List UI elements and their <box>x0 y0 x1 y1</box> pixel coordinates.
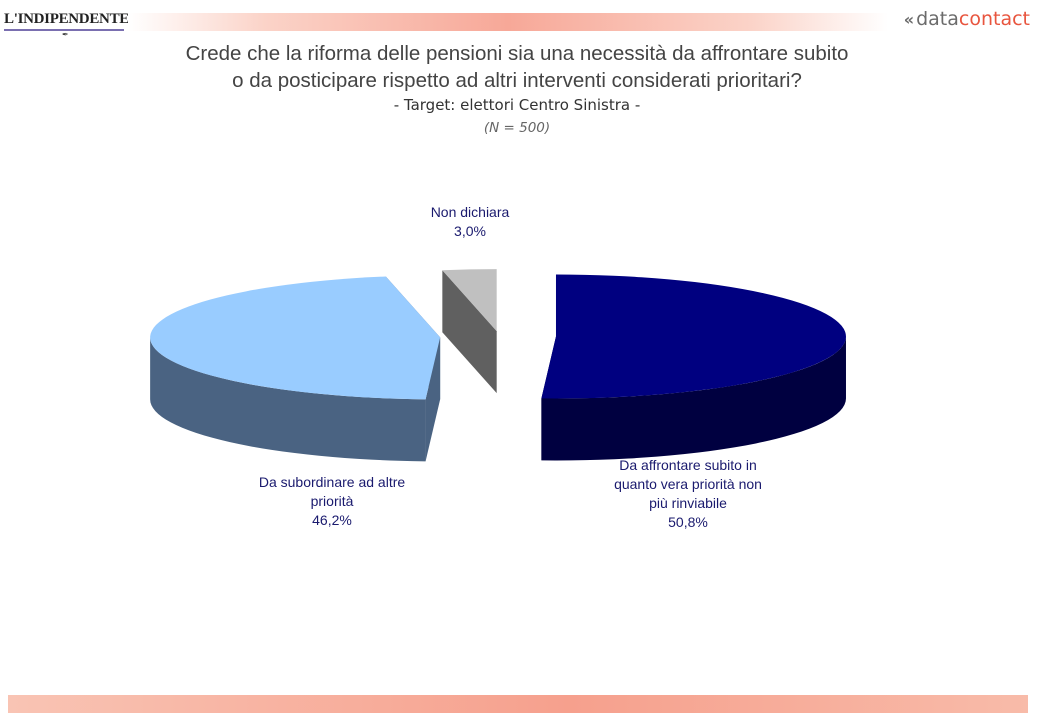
chart-title-line-1: Crede che la riforma delle pensioni sia … <box>185 42 849 65</box>
slice-label-non-dichiara: Non dichiara 3,0% <box>400 203 540 241</box>
slice-label-line: Da subordinare ad altre <box>258 474 406 490</box>
chart-subtitle: - Target: elettori Centro Sinistra - <box>393 96 641 114</box>
lindipendente-logo: L'INDIPENDENTE ✒ <box>4 10 129 39</box>
footer-decorative-band <box>8 695 1028 713</box>
chart-title-line-2: o da posticipare rispetto ad altri inter… <box>232 69 802 92</box>
slice-label-line: Non dichiara <box>430 204 510 220</box>
header-decorative-band <box>128 13 888 31</box>
slice-label-line: più rinviabile <box>649 495 727 511</box>
slice-label-line: Da affrontare subito in <box>619 457 757 473</box>
slice-label-affrontare-subito: Da affrontare subito in quanto vera prio… <box>588 456 788 532</box>
slice-label-subordinare: Da subordinare ad altre priorità 46,2% <box>232 473 432 530</box>
chart-title: Crede che la riforma delle pensioni sia … <box>0 40 1034 94</box>
pie-slice-affrontare-subito <box>541 274 846 461</box>
pie-slice-non-dichiara <box>442 269 497 394</box>
datacontact-logo-part2: contact <box>958 8 1030 30</box>
datacontact-logo-part1: data <box>916 8 959 30</box>
slice-label-line: quanto vera priorità non <box>614 476 762 492</box>
pie-slice-subordinare <box>150 276 441 462</box>
datacontact-chevron-icon: « <box>903 9 915 29</box>
logo-ornament-icon: ✒ <box>62 30 69 39</box>
datacontact-logo: « data contact <box>904 8 1030 30</box>
slice-value-label: 50,8% <box>668 514 708 530</box>
slice-value-label: 46,2% <box>312 512 352 528</box>
slice-value-label: 3,0% <box>454 223 486 239</box>
chart-sample-note: (N = 500) <box>483 120 551 136</box>
lindipendente-logo-text: L'INDIPENDENTE <box>4 11 129 27</box>
logo-underline <box>4 29 124 31</box>
slice-label-line: priorità <box>310 493 354 509</box>
